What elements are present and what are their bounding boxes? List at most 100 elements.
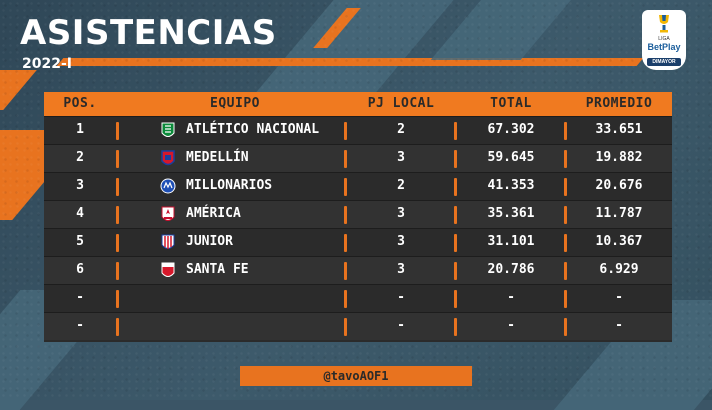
row-pj-local: - bbox=[397, 290, 405, 305]
table-row: 6 SANTA FE 3 20.786 6.929 bbox=[44, 256, 672, 284]
column-divider bbox=[454, 234, 457, 252]
column-divider bbox=[116, 206, 119, 224]
column-header-team: EQUIPO bbox=[210, 96, 260, 111]
row-total: 35.361 bbox=[487, 206, 535, 221]
column-divider bbox=[344, 318, 347, 336]
column-divider bbox=[344, 206, 347, 224]
column-divider bbox=[454, 178, 457, 196]
page-title: ASISTENCIAS bbox=[20, 13, 277, 53]
row-team-name: SANTA FE bbox=[186, 262, 249, 277]
row-promedio: - bbox=[615, 318, 623, 333]
table-body: 1 ATLÉTICO NACIONAL 2 67.302 33.651 2 MEDELLÍN… bbox=[44, 116, 672, 342]
column-header-pj-local: PJ LOCAL bbox=[367, 96, 435, 111]
row-pj-local: 2 bbox=[397, 122, 405, 137]
medellin-crest-icon bbox=[161, 150, 175, 166]
table-row: ---- bbox=[44, 284, 672, 312]
column-divider bbox=[344, 122, 347, 140]
social-handle-banner: @tavoAOF1 bbox=[240, 366, 472, 386]
liga-betplay-logo: LIGA BetPlay DIMAYOR bbox=[642, 10, 686, 70]
row-total: 31.101 bbox=[487, 234, 535, 249]
row-position: 4 bbox=[76, 206, 84, 221]
table-row: 4 AMÉRICA 3 35.361 11.787 bbox=[44, 200, 672, 228]
column-divider bbox=[116, 290, 119, 308]
logo-text-dimayor: DIMAYOR bbox=[647, 58, 681, 66]
row-team-name: ATLÉTICO NACIONAL bbox=[186, 122, 320, 137]
row-position: - bbox=[76, 318, 84, 333]
row-total: - bbox=[507, 318, 515, 333]
row-promedio: 11.787 bbox=[595, 206, 643, 221]
column-divider bbox=[116, 178, 119, 196]
row-position: 6 bbox=[76, 262, 84, 277]
table-row: 5 JUNIOR 3 31.101 10.367 bbox=[44, 228, 672, 256]
column-divider bbox=[344, 150, 347, 168]
row-position: 3 bbox=[76, 178, 84, 193]
row-pj-local: 3 bbox=[397, 206, 405, 221]
column-divider bbox=[116, 318, 119, 336]
column-divider bbox=[116, 150, 119, 168]
row-total: 59.645 bbox=[487, 150, 535, 165]
row-team-name: AMÉRICA bbox=[186, 206, 241, 221]
column-divider bbox=[564, 150, 567, 168]
page-subtitle: 2022-I bbox=[22, 56, 72, 72]
row-promedio: 6.929 bbox=[599, 262, 639, 277]
row-team-name: MEDELLÍN bbox=[186, 150, 249, 165]
column-divider bbox=[564, 290, 567, 308]
america-crest-icon bbox=[161, 206, 175, 221]
junior-crest-icon bbox=[161, 234, 175, 249]
table-row: ---- bbox=[44, 312, 672, 340]
social-handle: @tavoAOF1 bbox=[323, 369, 389, 383]
row-position: 5 bbox=[76, 234, 84, 249]
row-promedio: 33.651 bbox=[595, 122, 643, 137]
column-divider bbox=[454, 150, 457, 168]
column-divider bbox=[564, 206, 567, 224]
column-header-pos: POS. bbox=[63, 96, 97, 111]
row-pj-local: 3 bbox=[397, 262, 405, 277]
column-divider bbox=[564, 262, 567, 280]
row-pj-local: 2 bbox=[397, 178, 405, 193]
logo-text-betplay: BetPlay bbox=[647, 42, 681, 52]
column-divider bbox=[344, 262, 347, 280]
logo-text-liga: LIGA bbox=[658, 36, 670, 42]
column-header-promedio: PROMEDIO bbox=[585, 96, 653, 111]
row-promedio: - bbox=[615, 290, 623, 305]
row-total: - bbox=[507, 290, 515, 305]
millonarios-crest-icon bbox=[160, 178, 176, 194]
row-pj-local: - bbox=[397, 318, 405, 333]
row-promedio: 19.882 bbox=[595, 150, 643, 165]
attendance-table: POS. EQUIPO PJ LOCAL TOTAL PROMEDIO 1 ATL… bbox=[44, 92, 672, 342]
column-divider bbox=[344, 178, 347, 196]
column-divider bbox=[344, 234, 347, 252]
column-divider bbox=[454, 206, 457, 224]
table-header: POS. EQUIPO PJ LOCAL TOTAL PROMEDIO bbox=[44, 92, 672, 116]
row-total: 41.353 bbox=[487, 178, 535, 193]
table-row: 3 MILLONARIOS 2 41.353 20.676 bbox=[44, 172, 672, 200]
row-team-name: JUNIOR bbox=[186, 234, 233, 249]
column-divider bbox=[564, 318, 567, 336]
row-promedio: 20.676 bbox=[595, 178, 643, 193]
column-divider bbox=[454, 122, 457, 140]
row-total: 20.786 bbox=[487, 262, 535, 277]
column-divider bbox=[116, 234, 119, 252]
table-row: 1 ATLÉTICO NACIONAL 2 67.302 33.651 bbox=[44, 116, 672, 144]
column-divider bbox=[454, 262, 457, 280]
table-row: 2 MEDELLÍN 3 59.645 19.882 bbox=[44, 144, 672, 172]
row-pj-local: 3 bbox=[397, 234, 405, 249]
trophy-icon bbox=[659, 15, 669, 33]
column-divider bbox=[116, 122, 119, 140]
column-divider bbox=[564, 178, 567, 196]
row-position: 2 bbox=[76, 150, 84, 165]
row-position: 1 bbox=[76, 122, 84, 137]
column-divider bbox=[564, 234, 567, 252]
column-divider bbox=[116, 262, 119, 280]
column-divider bbox=[344, 290, 347, 308]
atletico-nacional-crest-icon bbox=[161, 122, 175, 137]
column-divider bbox=[454, 290, 457, 308]
row-total: 67.302 bbox=[487, 122, 535, 137]
row-promedio: 10.367 bbox=[595, 234, 643, 249]
column-header-total: TOTAL bbox=[490, 96, 532, 111]
row-team-name: MILLONARIOS bbox=[186, 178, 273, 193]
row-position: - bbox=[76, 290, 84, 305]
santa-fe-crest-icon bbox=[161, 262, 175, 277]
column-divider bbox=[454, 318, 457, 336]
column-divider bbox=[564, 122, 567, 140]
